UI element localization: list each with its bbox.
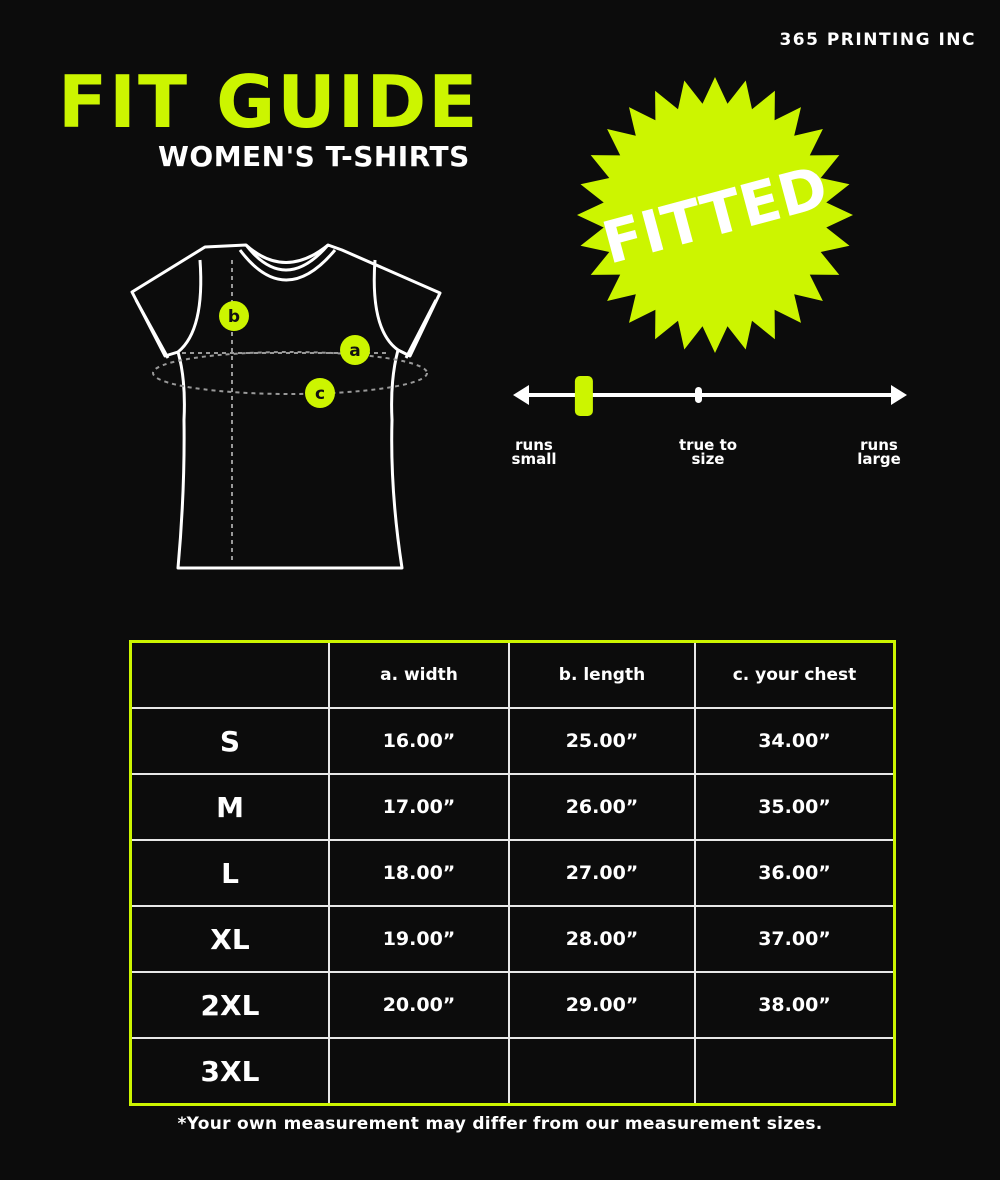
fit-scale-line — [513, 376, 907, 416]
fit-level-marker — [574, 376, 593, 416]
page-title: FIT GUIDE — [58, 60, 480, 144]
svg-text:c: c — [315, 384, 325, 404]
chest-cell: 35.00” — [694, 773, 896, 841]
width-cell: 16.00” — [328, 707, 510, 775]
width-cell: 18.00” — [328, 839, 510, 907]
svg-text:b: b — [228, 307, 240, 327]
length-cell: 25.00” — [508, 707, 696, 775]
table-row: 2XL 20.00” 29.00” 38.00” — [129, 971, 896, 1039]
width-cell: 19.00” — [328, 905, 510, 973]
width-cell: 20.00” — [328, 971, 510, 1039]
chest-cell: 37.00” — [694, 905, 896, 973]
label-c-icon: c — [305, 378, 335, 408]
svg-text:a: a — [349, 341, 360, 361]
fit-scale: runs small true to size runs large — [505, 370, 915, 480]
label-a-icon: a — [340, 335, 370, 365]
tshirt-diagram: b a c — [130, 243, 442, 570]
chest-cell — [694, 1037, 896, 1106]
size-cell: 3XL — [129, 1037, 330, 1106]
size-cell: S — [129, 707, 330, 775]
header-length: b. length — [508, 640, 696, 709]
size-table: a. width b. length c. your chest S 16.00”… — [129, 640, 896, 1106]
width-cell — [328, 1037, 510, 1106]
size-cell: L — [129, 839, 330, 907]
fitted-badge: FITTED — [577, 77, 853, 353]
label-b-icon: b — [219, 301, 249, 331]
footnote: *Your own measurement may differ from ou… — [177, 1114, 823, 1134]
true-to-size-label: true to size — [678, 436, 738, 468]
length-cell: 29.00” — [508, 971, 696, 1039]
table-header-row: a. width b. length c. your chest — [129, 640, 896, 709]
length-cell: 27.00” — [508, 839, 696, 907]
runs-small-label: runs small — [511, 436, 557, 468]
header-size — [129, 640, 330, 709]
width-cell: 17.00” — [328, 773, 510, 841]
size-cell: M — [129, 773, 330, 841]
starburst-shape — [577, 77, 853, 353]
header-chest: c. your chest — [694, 640, 896, 709]
arrow-left-icon — [513, 385, 529, 405]
size-cell: 2XL — [129, 971, 330, 1039]
arrow-right-icon — [891, 385, 907, 405]
true-to-size-tick — [695, 387, 702, 403]
table-row: S 16.00” 25.00” 34.00” — [129, 707, 896, 775]
chest-cell: 34.00” — [694, 707, 896, 775]
length-cell: 28.00” — [508, 905, 696, 973]
chest-cell: 38.00” — [694, 971, 896, 1039]
length-cell: 26.00” — [508, 773, 696, 841]
runs-large-label: runs large — [857, 436, 901, 468]
table-row: L 18.00” 27.00” 36.00” — [129, 839, 896, 907]
size-cell: XL — [129, 905, 330, 973]
table-row: M 17.00” 26.00” 35.00” — [129, 773, 896, 841]
length-cell — [508, 1037, 696, 1106]
brand-name: 365 PRINTING INC — [779, 30, 976, 50]
header-width: a. width — [328, 640, 510, 709]
page-subtitle: WOMEN'S T-SHIRTS — [158, 140, 470, 173]
table-row: XL 19.00” 28.00” 37.00” — [129, 905, 896, 973]
chest-cell: 36.00” — [694, 839, 896, 907]
table-row: 3XL — [129, 1037, 896, 1106]
